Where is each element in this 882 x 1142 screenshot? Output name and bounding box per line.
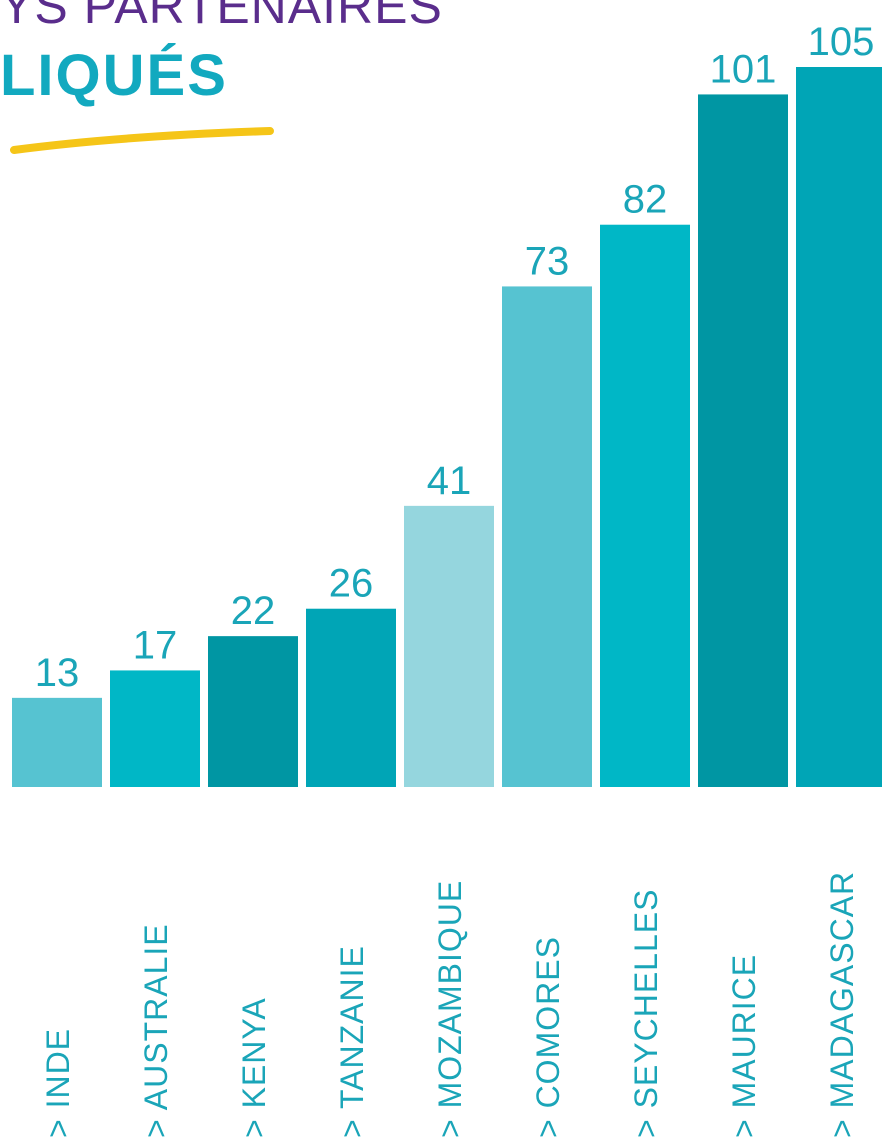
category-label-5: > COMORES bbox=[530, 936, 566, 1138]
chart-title-line-2: LIQUÉS bbox=[0, 43, 228, 108]
value-label-8: 105 bbox=[808, 20, 875, 64]
category-label-4: > MOZAMBIQUE bbox=[432, 880, 468, 1138]
category-label-2: > KENYA bbox=[236, 997, 272, 1138]
chart-title-line-1: YS PARTENAIRES bbox=[0, 0, 443, 34]
category-label-6: > SEYCHELLES bbox=[628, 889, 664, 1138]
bar-5 bbox=[502, 286, 592, 787]
category-label-1: > AUSTRALIE bbox=[138, 923, 174, 1138]
bar-1 bbox=[110, 670, 200, 787]
bar-7 bbox=[698, 94, 788, 787]
value-label-3: 26 bbox=[329, 562, 374, 606]
bar-6 bbox=[600, 224, 690, 787]
category-label-8: > MADAGASCAR bbox=[824, 871, 860, 1138]
value-label-4: 41 bbox=[427, 459, 472, 503]
title-underline bbox=[10, 127, 274, 154]
value-label-6: 82 bbox=[623, 178, 668, 222]
bar-2 bbox=[208, 636, 298, 787]
value-label-5: 73 bbox=[525, 239, 570, 283]
value-label-0: 13 bbox=[35, 651, 80, 695]
bar-0 bbox=[12, 697, 102, 787]
category-label-3: > TANZANIE bbox=[334, 945, 370, 1138]
bar-3 bbox=[306, 608, 396, 787]
value-label-1: 17 bbox=[133, 623, 178, 667]
category-label-7: > MAURICE bbox=[726, 954, 762, 1138]
category-label-0: > INDE bbox=[40, 1028, 76, 1138]
value-label-7: 101 bbox=[710, 47, 777, 91]
value-label-2: 22 bbox=[231, 589, 276, 633]
bar-4 bbox=[404, 505, 494, 787]
bar-8 bbox=[796, 67, 882, 787]
